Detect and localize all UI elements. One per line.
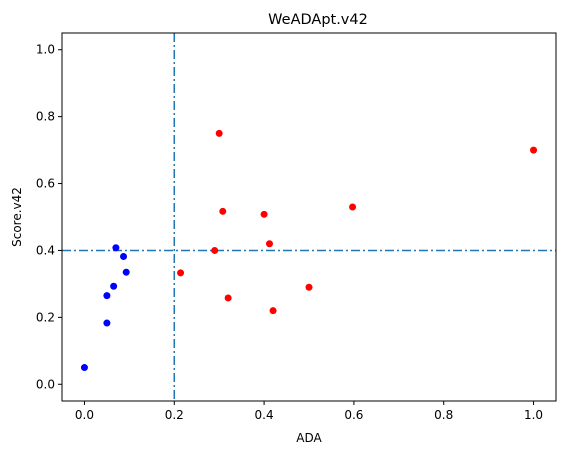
data-point	[103, 319, 111, 327]
data-point	[110, 282, 118, 290]
x-tick-label: 0.0	[75, 408, 94, 422]
reference-lines	[62, 33, 556, 401]
data-point	[269, 307, 277, 315]
y-tick-label: 1.0	[36, 43, 55, 57]
y-tick-label: 0.2	[36, 310, 55, 324]
y-axis-label: Score.v42	[10, 187, 24, 247]
x-tick-label: 0.6	[344, 408, 363, 422]
chart-title: WeADApt.v42	[268, 12, 368, 28]
data-point	[122, 268, 130, 276]
x-axis-label: ADA	[296, 431, 322, 445]
data-point	[265, 240, 273, 248]
data-point	[177, 269, 185, 277]
data-point	[219, 207, 227, 215]
y-tick-label: 0.8	[36, 110, 55, 124]
data-point	[224, 294, 232, 302]
data-point	[120, 252, 128, 260]
data-point	[305, 283, 313, 291]
x-tick-label: 1.0	[524, 408, 543, 422]
y-tick-label: 0.0	[36, 377, 55, 391]
x-tick-label: 0.4	[255, 408, 274, 422]
data-point	[80, 364, 88, 372]
data-point	[103, 292, 111, 300]
x-axis-ticks: 0.0 0.2 0.4 0.6 0.8 1.0	[75, 401, 543, 422]
data-point	[530, 146, 538, 154]
y-axis-ticks: 0.0 0.2 0.4 0.6 0.8 1.0	[36, 43, 62, 391]
data-point	[260, 210, 268, 218]
y-tick-label: 0.4	[36, 243, 55, 257]
x-tick-label: 0.8	[434, 408, 453, 422]
data-point	[215, 129, 223, 137]
plot-frame	[61, 32, 557, 402]
data-points	[80, 129, 538, 372]
data-point	[349, 203, 357, 211]
y-tick-label: 0.6	[36, 177, 55, 191]
x-tick-label: 0.2	[165, 408, 184, 422]
data-point	[112, 244, 120, 252]
data-point	[211, 246, 219, 254]
